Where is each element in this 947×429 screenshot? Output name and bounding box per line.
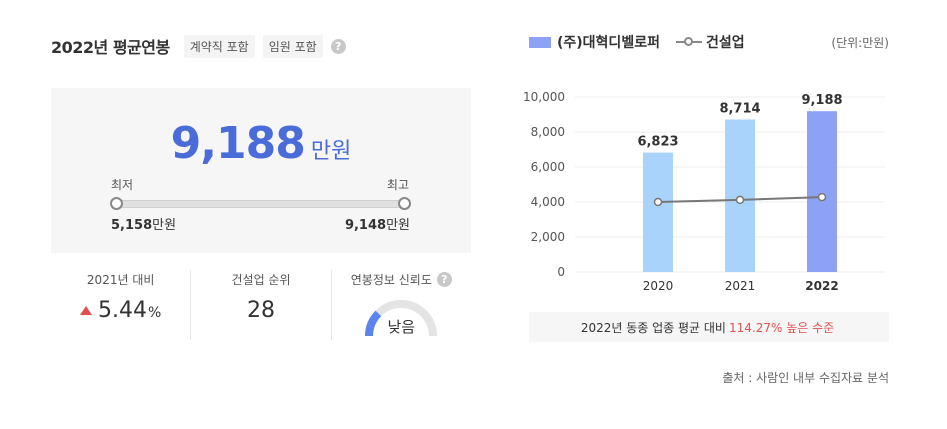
range-max-value: 9,148만원 [344, 218, 410, 233]
salary-chart: 10,000 8,000 6,000 4,000 2,000 0 6,823 2020 8,71… [523, 90, 885, 293]
executive-tag: 임원 포함 [262, 34, 323, 58]
legend-bar-swatch [529, 36, 551, 48]
gauge-fill [365, 310, 382, 337]
bar-value-label: 6,823 [637, 135, 678, 150]
legend-company: (주)대혁디벨로퍼 [557, 35, 660, 51]
legend-industry: 건설업 [705, 35, 745, 51]
average-salary: 9,188 만원 [51, 118, 471, 169]
range-min-knob [110, 197, 123, 210]
x-tick-label: 2022 [805, 279, 838, 293]
bar-value-label: 9,188 [801, 93, 842, 108]
y-tick-label: 2,000 [531, 230, 565, 244]
bar [643, 152, 673, 272]
salary-header: 2022년 평균연봉 계약직 포함 임원 포함 ? [51, 34, 346, 58]
page-title: 2022년 평균연봉 [51, 38, 170, 57]
source-note: 출처 : 사람인 내부 수집자료 분석 [722, 371, 889, 385]
unit-note: (단위:만원) [831, 36, 889, 50]
industry-point [653, 197, 663, 207]
reliability-gauge: 낮음 [361, 294, 441, 340]
range-max-label: 최고 [386, 178, 409, 192]
growth-label: 2021년 대비 [86, 272, 155, 287]
contract-tag: 계약직 포함 [183, 34, 255, 58]
x-tick-label: 2020 [643, 279, 674, 293]
salary-range-track [115, 200, 405, 208]
bar [807, 111, 837, 273]
growth-stat: 2021년 대비 5.44% [51, 270, 190, 340]
y-tick-label: 8,000 [531, 125, 565, 139]
rank-stat: 건설업 순위 28 [190, 270, 330, 340]
legend-line-swatch [675, 36, 702, 48]
range-min-value: 5,158만원 [111, 218, 177, 233]
reliability-value: 낮음 [387, 318, 416, 336]
salary-summary: 9,188 만원 최저 최고 5,158만원 9,148만원 [51, 88, 471, 253]
average-salary-value: 9,188 [170, 118, 306, 169]
industry-point [735, 195, 745, 205]
reliability-help-icon[interactable]: ? [436, 271, 452, 287]
rank-value: 28 [246, 298, 275, 323]
rank-label: 건설업 순위 [231, 272, 291, 287]
reliability-stat: 연봉정보 신뢰도 ? 낮음 [330, 270, 471, 340]
growth-value: 5.44% [51, 298, 190, 323]
chart-legend: (주)대혁디벨로퍼 건설업 [529, 34, 745, 51]
y-tick-label: 10,000 [523, 90, 565, 104]
x-tick-label: 2021 [725, 279, 756, 293]
salary-stats: 2021년 대비 5.44% 건설업 순위 28 연봉정보 신뢰도 ? 낮음 [51, 270, 471, 340]
comparison-note: 2022년 동종 업종 평균 대비 114.27% 높은 수준 [529, 312, 889, 342]
range-max-knob [398, 197, 411, 210]
bar-value-label: 8,714 [719, 102, 760, 117]
comparison-percent: 114.27% 높은 수준 [728, 320, 835, 335]
trend-up-icon [80, 306, 93, 315]
y-tick-label: 6,000 [531, 160, 565, 174]
y-tick-label: 4,000 [531, 195, 565, 209]
help-icon[interactable]: ? [330, 38, 346, 54]
reliability-label: 연봉정보 신뢰도 ? [332, 270, 471, 288]
y-tick-label: 0 [557, 265, 565, 279]
range-min-label: 최저 [111, 178, 134, 192]
industry-point [817, 192, 827, 202]
average-salary-unit: 만원 [310, 139, 352, 164]
